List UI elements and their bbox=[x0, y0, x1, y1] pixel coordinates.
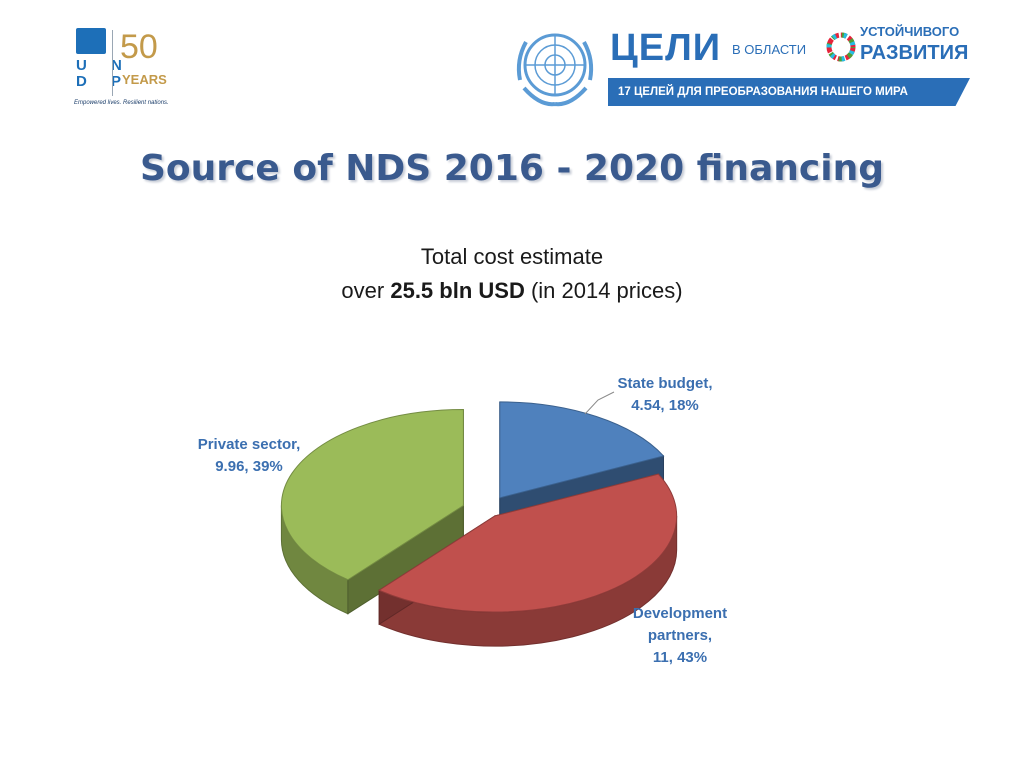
sdg-goals-text: ЦЕЛИ bbox=[610, 27, 722, 69]
data-label-line: Private sector, bbox=[198, 436, 301, 453]
sdg-banner: ЦЕЛИ В ОБЛАСТИ УСТОЙЧИВОГО РАЗВИТИЯ 17 Ц… bbox=[510, 20, 970, 112]
data-label-line: 11, 43% bbox=[653, 649, 707, 666]
data-label-line: 4.54, 18% bbox=[631, 397, 699, 414]
sdg-development-text: РАЗВИТИЯ bbox=[860, 42, 969, 64]
un-globe-icon bbox=[76, 28, 106, 54]
data-label-development-partners: Development partners, 11, 43% bbox=[633, 605, 727, 666]
subtitle-suffix: (in 2014 prices) bbox=[524, 278, 683, 303]
leader-line bbox=[584, 391, 615, 415]
pie-slice-top bbox=[378, 473, 678, 613]
subtitle-prefix: over bbox=[341, 278, 391, 303]
data-label-state-budget: State budget, 4.54, 18% bbox=[617, 375, 712, 414]
undp-years: YEARS bbox=[122, 72, 167, 87]
data-label-line: State budget, bbox=[617, 375, 712, 392]
subtitle-line2: over 25.5 bln USD (in 2014 prices) bbox=[0, 274, 1024, 308]
subtitle-line1: Total cost estimate bbox=[420, 244, 604, 269]
undp-logo: U N D P 50 YEARS Empowered lives. Resili… bbox=[72, 28, 182, 112]
data-label-private-sector: Private sector, 9.96, 39% bbox=[198, 436, 301, 475]
undp-letters: U N D P bbox=[76, 58, 132, 90]
un-emblem-icon bbox=[516, 33, 594, 107]
data-label-line: 9.96, 39% bbox=[215, 458, 283, 475]
undp-divider bbox=[112, 30, 113, 96]
pie-slice-top bbox=[499, 401, 665, 499]
undp-tagline: Empowered lives. Resilient nations. bbox=[74, 100, 169, 106]
pie-slice-private-sector bbox=[280, 409, 464, 615]
data-label-line: Development bbox=[633, 605, 727, 622]
subtitle-total: 25.5 bln USD bbox=[390, 278, 525, 303]
subtitle: Total cost estimate over 25.5 bln USD (i… bbox=[0, 240, 1024, 308]
undp-fifty: 50 bbox=[120, 28, 158, 66]
sdg-bar-text: 17 ЦЕЛЕЙ ДЛЯ ПРЕОБРАЗОВАНИЯ НАШЕГО МИРА bbox=[608, 78, 970, 106]
undp-letters-top: U N bbox=[76, 57, 132, 74]
slide-title: Source of NDS 2016 - 2020 financing bbox=[140, 148, 884, 189]
undp-letters-bottom: D P bbox=[76, 73, 132, 90]
data-label-line: partners, bbox=[648, 627, 712, 644]
sdg-sustainable-text: УСТОЙЧИВОГО bbox=[860, 24, 960, 39]
pie-slice-top bbox=[280, 409, 464, 581]
pie-slice-development-partners bbox=[378, 473, 678, 647]
sdg-in-area-text: В ОБЛАСТИ bbox=[732, 42, 807, 57]
sdg-wheel-icon bbox=[826, 32, 856, 62]
